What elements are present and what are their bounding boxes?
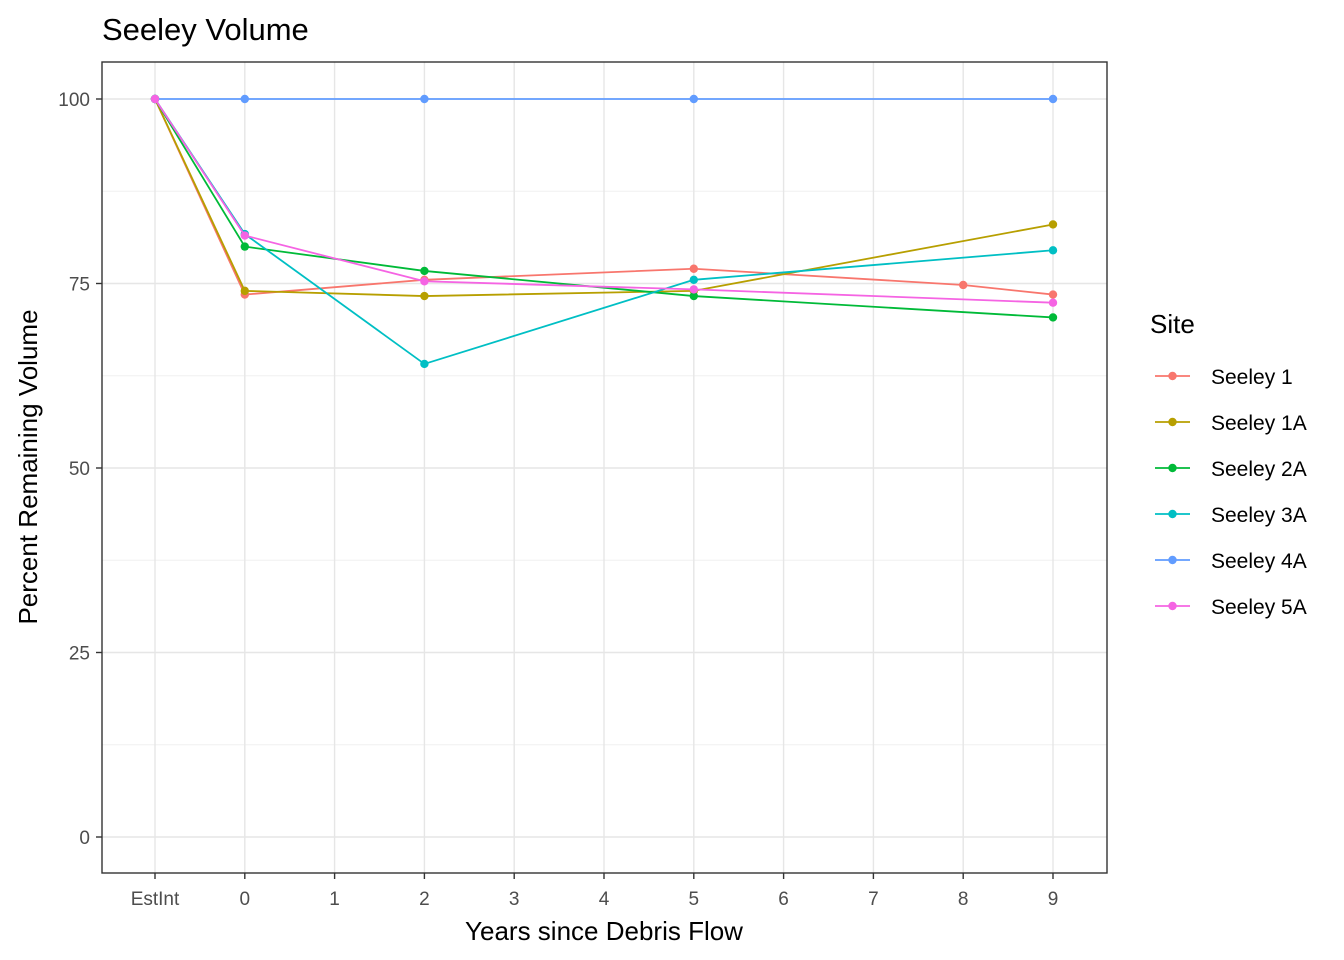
legend-label: Seeley 4A xyxy=(1211,550,1307,573)
legend-label: Seeley 1 xyxy=(1211,366,1293,389)
data-point xyxy=(1048,313,1058,322)
legend-item: Seeley 1A xyxy=(1155,412,1307,435)
legend-item: Seeley 2A xyxy=(1155,458,1307,481)
legend-key-point xyxy=(1168,555,1177,565)
data-point xyxy=(1048,94,1058,104)
x-tick-label: 2 xyxy=(419,889,430,910)
data-point xyxy=(689,275,698,285)
data-point xyxy=(240,286,249,296)
data-point xyxy=(1048,246,1058,255)
legend-label: Seeley 2A xyxy=(1211,458,1307,481)
x-tick-label: 8 xyxy=(958,889,969,910)
y-tick-label: 100 xyxy=(58,90,90,111)
x-axis: EstInt 0 1 2 3 4 5 6 7 8 9 xyxy=(131,873,1059,910)
legend-key-point xyxy=(1168,509,1177,519)
data-point xyxy=(959,280,968,290)
data-point xyxy=(420,359,429,369)
y-tick-label: 25 xyxy=(69,644,90,665)
legend-key-point xyxy=(1168,371,1177,381)
x-tick-label: 1 xyxy=(329,889,340,910)
data-point xyxy=(689,291,698,301)
x-axis-title: Years since Debris Flow xyxy=(465,916,743,946)
legend-item: Seeley 3A xyxy=(1155,504,1307,527)
y-tick-label: 0 xyxy=(79,828,90,849)
y-tick-label: 75 xyxy=(69,275,90,296)
data-point xyxy=(420,291,429,301)
data-point xyxy=(420,94,429,104)
data-point xyxy=(689,94,698,104)
data-point xyxy=(1048,298,1058,307)
x-tick-label: 3 xyxy=(509,889,520,910)
legend-item: Seeley 1 xyxy=(1155,366,1293,389)
legend-label: Seeley 1A xyxy=(1211,412,1307,435)
series-seeley-2a xyxy=(150,94,1058,322)
legend-key-point xyxy=(1168,417,1177,427)
data-point xyxy=(1048,220,1058,229)
chart-title: Seeley Volume xyxy=(102,12,309,47)
legend-label: Seeley 3A xyxy=(1211,504,1307,527)
y-tick-label: 50 xyxy=(69,459,90,480)
data-point xyxy=(240,231,249,240)
data-point xyxy=(240,242,249,251)
data-point xyxy=(689,285,698,294)
x-tick-label: 0 xyxy=(240,889,251,910)
y-axis: 0 25 50 75 100 xyxy=(58,90,102,849)
legend-item: Seeley 5A xyxy=(1155,596,1307,619)
plot-panel xyxy=(101,61,1108,874)
legend-key-point xyxy=(1168,601,1177,611)
legend: Site Seeley 1 Seeley 1A Seeley 2A Seeley 3A… xyxy=(1150,309,1307,619)
data-point xyxy=(420,266,429,276)
y-axis-title: Percent Remaining Volume xyxy=(13,309,43,624)
x-tick-label: 6 xyxy=(778,889,789,910)
data-point xyxy=(150,94,160,104)
series-line xyxy=(154,98,1054,296)
x-tick-label: 7 xyxy=(868,889,879,910)
data-point xyxy=(240,94,249,104)
x-tick-label: EstInt xyxy=(131,889,180,910)
data-point xyxy=(689,264,698,273)
legend-label: Seeley 5A xyxy=(1211,596,1307,619)
series-seeley-5a xyxy=(150,94,1058,307)
legend-item: Seeley 4A xyxy=(1155,550,1307,573)
data-point xyxy=(1048,290,1058,299)
data-point xyxy=(420,277,429,286)
x-tick-label: 9 xyxy=(1048,889,1059,910)
x-tick-label: 4 xyxy=(599,889,610,910)
legend-key-point xyxy=(1168,463,1177,473)
legend-title: Site xyxy=(1150,309,1195,339)
x-tick-label: 5 xyxy=(689,889,700,910)
